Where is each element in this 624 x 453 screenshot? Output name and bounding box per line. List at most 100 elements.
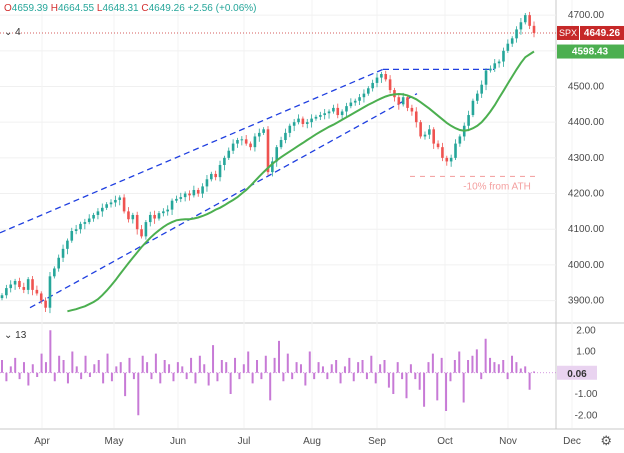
histogram-bar xyxy=(260,372,263,380)
histogram-bar xyxy=(387,372,390,388)
x-tick-label: Aug xyxy=(303,436,321,447)
histogram-bar xyxy=(299,364,302,373)
candle-body xyxy=(196,189,200,194)
histogram-bar xyxy=(146,362,149,373)
histogram-bar xyxy=(396,362,399,373)
candle-body xyxy=(66,240,69,249)
sub-y-tick-label: -2.00 xyxy=(575,410,598,421)
candle-body xyxy=(214,173,217,178)
candle-body xyxy=(31,279,34,290)
histogram-bar xyxy=(475,349,478,373)
candle-body xyxy=(410,107,414,112)
candle-body xyxy=(44,300,47,308)
histogram-bar xyxy=(242,364,245,373)
histogram-bar xyxy=(9,366,12,373)
histogram-bar xyxy=(137,372,140,416)
candle-body xyxy=(506,43,510,51)
candle-body xyxy=(480,84,483,94)
candle-body xyxy=(114,199,117,203)
histogram-bar xyxy=(361,360,364,373)
candle-body xyxy=(210,173,213,180)
histogram-bar xyxy=(321,366,324,373)
histogram-bar xyxy=(185,372,188,380)
low-label: L xyxy=(96,3,103,14)
candle-body xyxy=(275,147,279,162)
candle-body xyxy=(297,118,300,123)
candle-body xyxy=(349,102,353,107)
candle-body xyxy=(336,107,340,116)
candle-body xyxy=(388,79,392,91)
annotation-label: -10% from ATH xyxy=(463,181,531,192)
histogram-bar xyxy=(124,372,127,397)
candle-body xyxy=(118,197,122,200)
candle-body xyxy=(445,157,449,162)
sub-indicator-toggle[interactable]: ⌄ 13 xyxy=(4,330,27,341)
candle-body xyxy=(35,289,39,294)
histogram-bar xyxy=(163,360,166,373)
histogram-bar xyxy=(423,372,426,407)
candle-body xyxy=(332,107,335,112)
candle-body xyxy=(502,50,505,62)
candle-body xyxy=(53,268,56,277)
candle-body xyxy=(57,257,60,269)
histogram-bar xyxy=(405,372,408,399)
candle-body xyxy=(371,82,374,89)
candle-body xyxy=(384,74,388,80)
main-indicator-toggle[interactable]: ⌄ 4 xyxy=(4,27,21,38)
candle-body xyxy=(436,143,440,148)
candle-body xyxy=(231,143,235,151)
histogram-bar xyxy=(374,372,377,384)
x-tick-label: Oct xyxy=(437,436,453,447)
histogram-bar xyxy=(150,372,153,380)
histogram-bar xyxy=(190,357,193,373)
histogram-bar xyxy=(14,357,17,373)
candle-body xyxy=(401,97,405,105)
histogram-bar xyxy=(533,371,535,373)
histogram-bar xyxy=(58,355,61,373)
candle-body xyxy=(449,157,453,162)
histogram-bar xyxy=(357,362,360,373)
histogram-bar xyxy=(141,355,144,373)
histogram-bar xyxy=(493,362,496,373)
histogram-bar xyxy=(102,372,105,384)
candle-body xyxy=(188,193,191,196)
candle-body xyxy=(244,139,248,144)
histogram-bar xyxy=(502,360,505,373)
histogram-bar xyxy=(273,357,276,373)
histogram-bar xyxy=(49,330,52,373)
gear-icon[interactable]: ⚙ xyxy=(600,433,612,448)
histogram-bar xyxy=(234,357,237,373)
candle-body xyxy=(292,122,296,126)
histogram-bar xyxy=(18,372,21,380)
histogram-bar xyxy=(317,362,320,373)
histogram-bar xyxy=(203,364,206,373)
histogram-bar xyxy=(97,360,100,373)
candle-body xyxy=(493,63,497,69)
histogram-bar xyxy=(291,372,294,380)
histogram-bar xyxy=(295,362,298,373)
sub-indicator-count: 13 xyxy=(15,330,27,341)
candle-body xyxy=(83,222,87,224)
histogram-bar xyxy=(84,355,87,373)
histogram-bar xyxy=(515,362,518,373)
candle-body xyxy=(109,202,113,205)
candle-body xyxy=(100,207,104,212)
histogram-bar xyxy=(31,364,34,373)
spx-tag-name: SPX xyxy=(559,28,577,38)
candle-body xyxy=(157,213,161,219)
candle-body xyxy=(358,97,361,101)
histogram-bar xyxy=(159,372,162,384)
candle-body xyxy=(140,229,143,237)
histogram-bar xyxy=(176,362,179,373)
hist-tag-value: 0.06 xyxy=(567,369,587,380)
histogram-bar xyxy=(392,372,395,394)
candle-body xyxy=(523,15,527,23)
candle-body xyxy=(166,209,170,212)
histogram-bar xyxy=(365,372,368,380)
candle-body xyxy=(310,118,313,123)
histogram-bar xyxy=(225,362,228,373)
histogram-bar xyxy=(409,364,412,373)
histogram-bar xyxy=(352,372,355,382)
candle-body xyxy=(192,189,196,196)
histogram-bar xyxy=(1,360,3,373)
